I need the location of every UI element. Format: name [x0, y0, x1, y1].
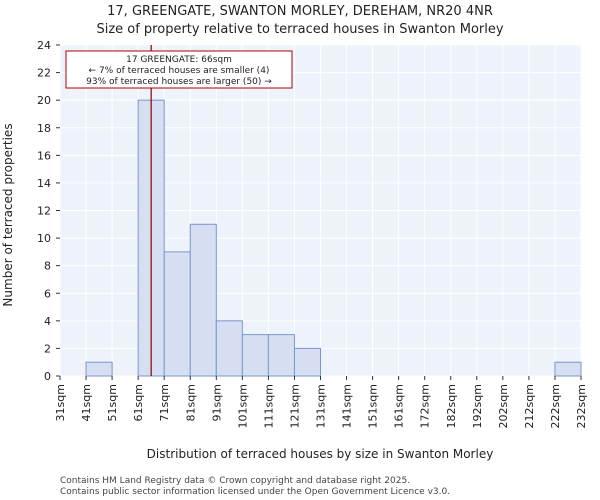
y-tick-label: 18 — [37, 122, 51, 135]
y-tick-label: 22 — [37, 67, 51, 80]
x-tick-label: 222sqm — [549, 384, 562, 428]
y-tick-label: 2 — [44, 342, 51, 355]
x-tick-label: 91sqm — [210, 384, 223, 421]
x-tick-label: 101sqm — [236, 384, 249, 428]
y-axis-label: Number of terraced properties — [1, 123, 15, 306]
bar — [189, 223, 217, 377]
footer-line-1: Contains HM Land Registry data © Crown c… — [60, 476, 410, 486]
x-tick-label: 51sqm — [106, 384, 119, 421]
bar — [267, 334, 295, 377]
bar — [293, 347, 322, 377]
x-tick-label: 161sqm — [393, 384, 406, 428]
x-tick-label: 41sqm — [80, 384, 93, 421]
y-tick-label: 8 — [44, 260, 51, 273]
bar — [163, 251, 191, 377]
x-tick-label: 212sqm — [523, 384, 536, 428]
chart-subtitle: Size of property relative to terraced ho… — [96, 22, 503, 37]
bar — [85, 361, 113, 377]
x-tick-label: 182sqm — [445, 384, 458, 428]
y-tick-label: 6 — [44, 287, 51, 300]
x-tick-label: 141sqm — [341, 384, 354, 428]
y-tick-label: 14 — [37, 177, 51, 190]
x-tick-label: 202sqm — [497, 384, 510, 428]
x-tick-label: 192sqm — [471, 384, 484, 428]
footer-line-2: Contains public sector information licen… — [60, 487, 450, 497]
x-tick-label: 172sqm — [419, 384, 432, 428]
x-tick-label: 71sqm — [158, 384, 171, 421]
annotation-box: 17 GREENGATE: 66sqm ← 7% of terraced hou… — [65, 50, 293, 89]
annotation-line-1: 17 GREENGATE: 66sqm — [126, 55, 232, 65]
x-tick-label: 232sqm — [575, 384, 588, 428]
bar — [241, 334, 269, 377]
x-tick-label: 111sqm — [262, 384, 275, 428]
x-tick-label: 121sqm — [288, 384, 301, 428]
y-tick-label: 10 — [37, 232, 51, 245]
annotation-line-2: ← 7% of terraced houses are smaller (4) — [89, 66, 270, 76]
x-tick-label: 131sqm — [315, 384, 328, 428]
y-tick-label: 12 — [37, 205, 51, 218]
bars — [85, 99, 582, 377]
y-tick-label: 24 — [37, 39, 51, 52]
x-tick-label: 61sqm — [132, 384, 145, 421]
x-tick-label: 81sqm — [184, 384, 197, 421]
x-axis-ticks: 31sqm 41sqm 51sqm 61sqm 71sqm 81sqm 91sqm 101sq… — [54, 376, 588, 428]
y-tick-label: 0 — [44, 370, 51, 383]
y-tick-label: 16 — [37, 149, 51, 162]
bar — [215, 320, 243, 377]
x-tick-label: 31sqm — [54, 384, 67, 421]
y-tick-label: 20 — [37, 94, 51, 107]
annotation-line-3: 93% of terraced houses are larger (50) → — [86, 77, 272, 87]
chart-title: 17, GREENGATE, SWANTON MORLEY, DEREHAM, … — [107, 4, 493, 19]
bar — [554, 361, 582, 377]
x-tick-label: 151sqm — [367, 384, 380, 428]
x-axis-label: Distribution of terraced houses by size … — [147, 447, 494, 461]
y-tick-label: 4 — [44, 315, 51, 328]
